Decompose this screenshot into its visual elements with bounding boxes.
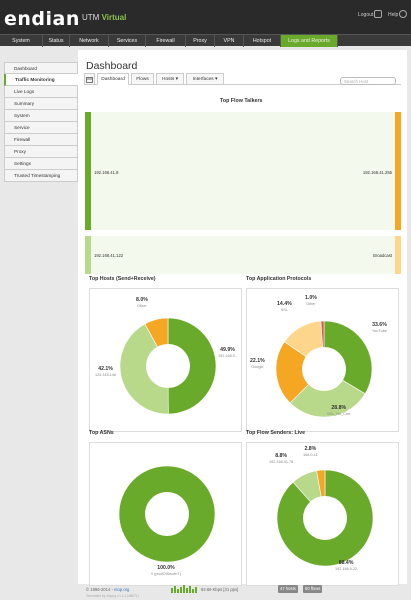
slice-label: 42.1% 125.318.146	[95, 366, 117, 377]
main-content: Dashboard Dashboard Flows Hosts ▾ Interf…	[78, 50, 407, 586]
nav-services[interactable]: Services	[109, 35, 146, 47]
donut-hole	[303, 496, 347, 540]
help-link[interactable]: Help	[388, 12, 399, 18]
slice-label: 28.8% SSL_No_Cert	[327, 405, 351, 416]
slice-label: 100.0% 0 (podiOtSecenT)	[151, 565, 181, 576]
donut-hole	[145, 492, 189, 536]
sankey-node-right	[395, 112, 401, 230]
logout-icon[interactable]	[374, 10, 382, 18]
slice-label: 14.4% SSL	[277, 301, 292, 312]
logout-link[interactable]: Logout	[358, 12, 374, 18]
talker-dest-2: Broadcast	[373, 253, 392, 258]
talker-dest-1: 192.168.41.255	[362, 170, 392, 175]
throughput-rate: 92.69 Kbps [31 pps]	[201, 587, 239, 592]
copyright-text: © 1996-2014 -	[86, 587, 113, 592]
top-protocols-panel: 1.0% Other 14.4% SSL 33.6% YouTube 22.1% Goo…	[246, 288, 399, 432]
slice-label: 49.9% 192.168.0..	[218, 347, 238, 358]
nav-system[interactable]: System	[0, 35, 43, 47]
home-tab-icon[interactable]	[84, 73, 95, 85]
talker-source-1: 192.168.41.8	[94, 170, 119, 175]
slice-label: 88.4% 192.186.0.22	[335, 560, 358, 571]
product-name: UTM Virtual	[82, 13, 126, 22]
top-asns-donut	[118, 465, 216, 563]
chart-title-top-hosts: Top Hosts (Send+Receive)	[89, 276, 156, 282]
slice-label: 8.8% 192.168.41.76	[269, 453, 294, 464]
talker-source-2: 192.168.41.122	[94, 253, 124, 258]
sankey-node-left	[85, 112, 91, 230]
sidebar-item-proxy[interactable]: Proxy	[4, 146, 78, 158]
endian-logo: endian	[4, 8, 80, 30]
sidebar-item-trusted-timestamping[interactable]: Trusted Timestamping	[4, 170, 78, 182]
chart-title-top-app-protocols: Top Application Protocols	[246, 276, 312, 282]
sidebar: Dashboard Traffic Monitoring Live Logs S…	[4, 62, 78, 182]
sankey-flow-2[interactable]: 192.168.41.122 Broadcast	[85, 236, 401, 274]
top-hosts-donut	[119, 317, 217, 415]
donut-hole	[302, 347, 346, 391]
nav-status[interactable]: Status	[43, 35, 70, 47]
page-title: Dashboard	[86, 60, 138, 72]
product-label: UTM	[82, 13, 100, 22]
sankey-flow-1[interactable]: 192.168.41.8 192.168.41.255	[85, 112, 401, 230]
tab-flows[interactable]: Flows	[131, 73, 154, 85]
slice-label: 8.0% Other	[136, 297, 148, 308]
sidebar-item-dashboard[interactable]: Dashboard	[4, 62, 78, 74]
chart-title-top-asns: Top ASNs	[89, 430, 114, 436]
sidebar-item-traffic-monitoring[interactable]: Traffic Monitoring	[4, 74, 78, 86]
footer-copyright: © 1996-2014 - ntop.org	[86, 587, 129, 592]
slice-label: 2.8% 166.0.41	[303, 446, 318, 457]
top-bar: endian UTM Virtual Logout Help	[0, 0, 411, 34]
ntop-link[interactable]: ntop.org	[114, 587, 130, 592]
slice-label: 33.6% YouTube	[372, 322, 387, 333]
top-senders-panel: 2.8% 166.0.41 8.8% 192.168.41.76 88.4% 192.…	[246, 442, 399, 586]
pie-slice[interactable]	[119, 323, 169, 415]
sidebar-item-live-logs[interactable]: Live Logs	[4, 86, 78, 98]
pie-slice[interactable]	[167, 317, 217, 415]
nav-network[interactable]: Network	[70, 35, 109, 47]
hosts-badge[interactable]: 47 hosts	[278, 585, 298, 593]
flows-badge[interactable]: 50 flows	[303, 585, 323, 593]
sidebar-item-summary[interactable]: Summary	[4, 98, 78, 110]
sidebar-item-settings[interactable]: Settings	[4, 158, 78, 170]
top-asns-panel: 100.0% 0 (podiOtSecenT)	[89, 442, 242, 586]
top-flow-talkers-title: Top Flow Talkers	[220, 98, 263, 104]
nav-hotspot[interactable]: Hotspot	[244, 35, 281, 47]
sankey-node-left	[85, 236, 91, 274]
tab-hosts[interactable]: Hosts ▾	[156, 73, 184, 85]
tab-bar: Dashboard Flows Hosts ▾ Interfaces ▾	[84, 73, 401, 85]
traffic-sparkline-icon	[171, 585, 197, 593]
sidebar-item-system[interactable]: System	[4, 110, 78, 122]
top-senders-donut	[276, 469, 374, 567]
main-nav: System Status Network Services Firewall …	[0, 34, 411, 47]
footer-generated: Generated by ntopng v.1.1.4 (x86/71)	[86, 594, 139, 598]
tab-dashboard[interactable]: Dashboard	[97, 73, 129, 85]
nav-proxy[interactable]: Proxy	[186, 35, 215, 47]
pie-slice[interactable]	[275, 341, 325, 404]
pie-slice[interactable]	[276, 469, 374, 567]
top-protocols-donut	[275, 320, 373, 418]
edition-label: Virtual	[101, 13, 127, 22]
search-host-input[interactable]: Search Host	[340, 77, 396, 85]
tab-interfaces[interactable]: Interfaces ▾	[186, 73, 224, 85]
chart-title-top-flow-senders: Top Flow Senders: Live	[246, 430, 306, 436]
slice-label: 22.1% Google	[250, 358, 265, 369]
nav-firewall[interactable]: Firewall	[146, 35, 186, 47]
slice-label: 1.0% Other	[305, 295, 317, 306]
top-hosts-panel: 8.0% Other 49.9% 192.168.0.. 42.1% 125.318.…	[89, 288, 242, 432]
sankey-node-right	[395, 236, 401, 274]
help-icon[interactable]	[399, 10, 407, 18]
sidebar-item-service[interactable]: Service	[4, 122, 78, 134]
nav-logs-and-reports[interactable]: Logs and Reports	[281, 35, 338, 47]
nav-vpn[interactable]: VPN	[215, 35, 244, 47]
pie-slice[interactable]	[289, 368, 366, 418]
sidebar-item-firewall[interactable]: Firewall	[4, 134, 78, 146]
donut-hole	[146, 344, 190, 388]
